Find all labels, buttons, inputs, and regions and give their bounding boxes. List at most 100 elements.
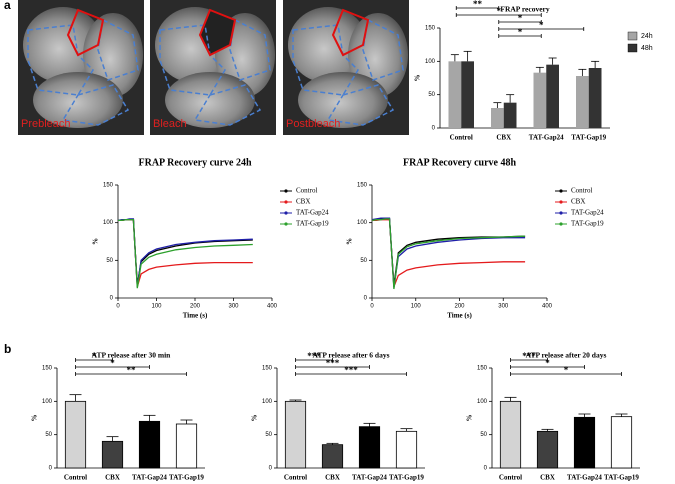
- y-tick-label: 0: [269, 466, 273, 472]
- bar: [491, 108, 504, 128]
- bleach-roi: [331, 8, 370, 57]
- x-tick-label: Control: [64, 474, 87, 482]
- legend-label: TAT-Gap19: [571, 220, 604, 228]
- significance-label: *: [539, 20, 544, 30]
- bar: [448, 61, 462, 129]
- x-tick-label: 0: [370, 304, 374, 310]
- y-axis-label: %: [466, 415, 474, 422]
- significance-label: *: [92, 351, 97, 361]
- bar: [546, 64, 559, 128]
- legend-swatch: [627, 43, 638, 53]
- bar: [395, 430, 418, 469]
- bar: [321, 444, 344, 469]
- x-tick-label: CBX: [540, 474, 555, 482]
- y-tick-label: 150: [262, 366, 273, 372]
- y-tick-label: 150: [357, 183, 368, 189]
- panel-label: a: [4, 0, 11, 12]
- significance-label: ***: [307, 351, 321, 361]
- bar: [503, 102, 517, 128]
- y-axis-label: %: [92, 238, 100, 245]
- significance-label: *: [564, 365, 569, 375]
- y-axis-label: %: [414, 75, 422, 82]
- x-tick-label: TAT-Gap19: [604, 474, 639, 482]
- image-label: Bleach: [153, 118, 187, 130]
- y-tick-label: 50: [265, 432, 272, 438]
- significance-label: *: [518, 13, 523, 23]
- x-tick-label: TAT-Gap24: [529, 134, 564, 142]
- cell: [165, 72, 255, 128]
- y-tick-label: 100: [357, 220, 368, 226]
- chart-title: ATP release after 6 days: [312, 351, 389, 360]
- micrograph: Bleach: [150, 0, 276, 135]
- bleach-roi: [66, 8, 105, 57]
- significance-label: ***: [522, 351, 536, 361]
- micrograph: Prebleach: [18, 0, 144, 135]
- bar: [138, 420, 161, 469]
- significance-label: **: [473, 0, 483, 9]
- y-tick-label: 100: [262, 399, 273, 405]
- bar: [64, 400, 87, 469]
- x-tick-label: TAT-Gap24: [567, 474, 602, 482]
- significance-label: ***: [326, 358, 340, 368]
- chart-title: ATP release after 30 min: [92, 351, 172, 360]
- legend-marker: [559, 200, 563, 204]
- bar: [101, 440, 124, 469]
- y-tick-label: 100: [425, 59, 436, 65]
- legend-marker: [284, 211, 288, 215]
- x-tick-label: 400: [267, 304, 278, 310]
- y-tick-label: 150: [425, 26, 436, 32]
- x-tick-label: CBX: [105, 474, 120, 482]
- x-tick-label: TAT-Gap19: [571, 134, 606, 142]
- series-line: [118, 219, 253, 285]
- y-tick-label: 100: [103, 220, 114, 226]
- legend-label: CBX: [571, 198, 585, 206]
- legend-marker: [559, 222, 563, 226]
- image-label: Postbleach: [286, 118, 340, 130]
- legend-label: TAT-Gap24: [296, 209, 329, 217]
- image-label: Prebleach: [21, 118, 71, 130]
- series-line: [371, 218, 526, 290]
- y-axis-label: %: [251, 415, 259, 422]
- x-tick-label: CBX: [496, 134, 511, 142]
- y-tick-label: 50: [428, 92, 435, 98]
- bar: [358, 426, 381, 469]
- significance-label: *: [545, 358, 550, 368]
- cell: [288, 7, 368, 83]
- legend-label: TAT-Gap19: [296, 220, 329, 228]
- x-tick-label: TAT-Gap19: [389, 474, 424, 482]
- bar: [536, 430, 559, 469]
- bar: [610, 416, 633, 469]
- y-tick-label: 0: [49, 466, 53, 472]
- y-tick-label: 50: [480, 432, 487, 438]
- legend-label: CBX: [296, 198, 310, 206]
- x-tick-label: 300: [498, 304, 509, 310]
- bar: [573, 416, 596, 469]
- legend-marker: [284, 222, 288, 226]
- legend-label: Control: [296, 187, 317, 195]
- cell: [23, 7, 103, 83]
- series-line: [371, 218, 526, 286]
- y-tick-label: 50: [106, 258, 113, 264]
- y-tick-label: 100: [477, 399, 488, 405]
- legend-label: 24h: [641, 33, 653, 40]
- bar: [461, 61, 474, 129]
- y-tick-label: 100: [42, 399, 53, 405]
- x-tick-label: 300: [228, 304, 239, 310]
- bar: [588, 68, 602, 128]
- x-tick-label: 100: [411, 304, 422, 310]
- y-tick-label: 0: [484, 466, 488, 472]
- chart-title: ATP release after 20 days: [526, 351, 607, 360]
- significance-label: *: [497, 6, 502, 16]
- y-tick-label: 150: [103, 183, 114, 189]
- chart-title: FRAP Recovery curve 48h: [403, 157, 516, 168]
- x-tick-label: 200: [454, 304, 465, 310]
- y-tick-label: 0: [110, 296, 114, 302]
- y-tick-label: 150: [42, 366, 53, 372]
- x-tick-label: 100: [151, 304, 162, 310]
- y-tick-label: 0: [432, 126, 436, 132]
- cell: [33, 72, 123, 128]
- y-axis-label: %: [346, 238, 354, 245]
- y-axis-label: %: [31, 415, 39, 422]
- significance-label: **: [127, 365, 137, 375]
- y-tick-label: 50: [360, 258, 367, 264]
